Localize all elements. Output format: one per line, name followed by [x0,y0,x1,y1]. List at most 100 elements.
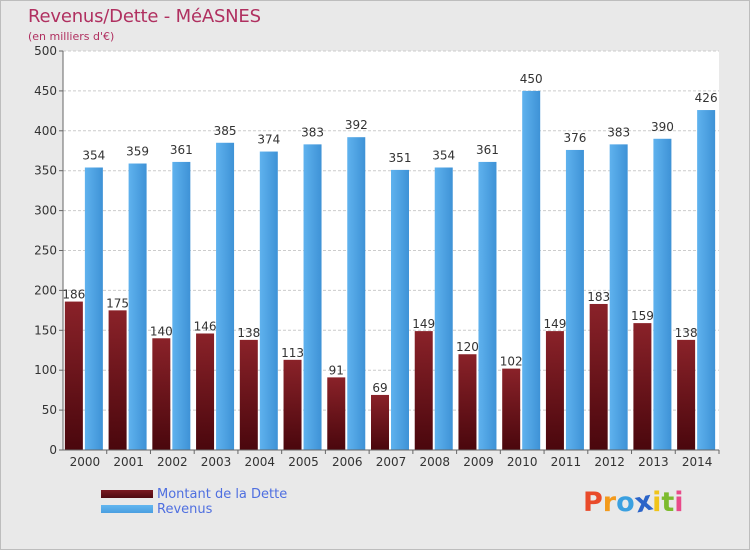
bar-revenue-2006 [347,137,366,450]
y-tick-label: 300 [34,204,57,218]
y-tick-label: 0 [49,443,57,457]
logo-letter: o [616,487,635,518]
chart-title: Revenus/Dette - MéASNES [28,6,261,27]
value-label-revenue-2014: 426 [695,91,718,105]
bar-revenue-2000 [84,167,103,450]
value-label-debt-2011: 149 [543,317,566,331]
bar-revenue-2009 [478,161,497,450]
value-label-revenue-2005: 383 [301,125,324,139]
bar-revenue-2004 [259,151,278,450]
value-label-revenue-2011: 376 [563,131,586,145]
value-label-revenue-2008: 354 [432,149,455,163]
bar-debt-2004 [239,339,258,450]
bar-revenue-2013 [653,138,672,450]
legend-label-revenue: Revenus [157,502,213,517]
bar-revenue-2005 [303,144,322,450]
bar-revenue-2014 [697,110,716,450]
value-label-revenue-2013: 390 [651,120,674,134]
bar-debt-2006 [327,377,346,450]
bar-revenue-2012 [609,144,628,450]
value-label-revenue-2003: 385 [214,124,237,138]
value-label-debt-2010: 102 [500,355,523,369]
x-tick-label-2009: 2009 [463,455,494,469]
x-tick-label-2001: 2001 [113,455,144,469]
value-label-revenue-2009: 361 [476,143,499,157]
value-label-debt-2002: 140 [150,324,173,338]
x-tick-label-2007: 2007 [376,455,407,469]
logo-letter: t [661,487,675,518]
value-label-debt-2012: 183 [587,290,610,304]
x-tick-label-2000: 2000 [70,455,101,469]
bar-debt-2002 [152,338,171,450]
x-tick-label-2010: 2010 [507,455,538,469]
y-tick-label: 250 [34,244,57,258]
bar-revenue-2011 [565,149,584,450]
y-tick-label: 450 [34,84,57,98]
axis-layer: 0 50 100 150 200 250 300 350 400 450 500 2000 2001 20… [34,44,720,469]
proxiti-logo: Proxiti [583,486,684,520]
bar-revenue-2008 [434,167,453,450]
bar-debt-2012 [589,303,608,450]
y-tick-label: 350 [34,164,57,178]
x-tick-label-2008: 2008 [419,455,450,469]
bar-debt-2010 [502,368,521,450]
x-tick-label-2002: 2002 [157,455,188,469]
value-label-revenue-2006: 392 [345,118,368,132]
bar-debt-2001 [108,310,127,450]
value-label-revenue-2001: 359 [126,145,149,159]
value-label-revenue-2010: 450 [520,72,543,86]
y-tick-label: 400 [34,124,57,138]
value-label-revenue-2007: 351 [389,151,412,165]
bar-debt-2011 [545,331,564,450]
value-label-debt-2008: 149 [412,317,435,331]
bar-debt-2007 [371,394,389,450]
value-label-revenue-2000: 354 [82,149,105,163]
x-tick-label-2011: 2011 [551,455,582,469]
value-label-debt-2001: 175 [106,296,129,310]
bar-revenue-2010 [522,90,541,451]
value-label-debt-2014: 138 [675,326,698,340]
value-label-debt-2006: 91 [329,363,344,377]
y-tick-label: 100 [34,363,57,377]
value-label-debt-2007: 69 [372,381,387,395]
bar-debt-2008 [414,331,433,450]
bar-debt-2005 [283,359,302,450]
y-tick-label: 500 [34,44,57,58]
bar-revenue-2007 [391,169,409,451]
legend-swatch-revenue [101,505,153,513]
legend-label-debt: Montant de la Dette [157,487,288,502]
value-label-debt-2000: 186 [62,288,85,302]
value-label-debt-2003: 146 [194,319,217,333]
value-label-debt-2009: 120 [456,340,479,354]
bar-debt-2009 [458,354,477,450]
value-label-debt-2004: 138 [237,326,260,340]
x-tick-label-2006: 2006 [332,455,363,469]
bar-debt-2014 [677,339,696,450]
bar-debt-2003 [196,333,215,450]
x-tick-label-2005: 2005 [288,455,319,469]
logo-letter: r [602,487,617,518]
y-tick-label: 200 [34,283,57,297]
value-label-debt-2005: 113 [281,346,304,360]
logo-letter: P [583,487,603,518]
bars-layer [64,90,716,451]
logo-letter: i [652,487,662,518]
bar-debt-2000 [64,301,83,450]
x-tick-label-2004: 2004 [245,455,276,469]
bar-revenue-2003 [216,142,235,450]
value-label-debt-2013: 159 [631,309,654,323]
chart-subtitle: (en milliers d'€) [28,30,115,43]
bar-revenue-2002 [172,161,191,450]
y-tick-label: 50 [42,403,57,417]
y-tick-label: 150 [34,323,57,337]
bar-debt-2013 [633,323,652,450]
labels-layer: 186 354 175 359 140 361 146 385 138 374 113 383 91 39… [62,72,717,395]
bar-revenue-2001 [128,163,147,450]
x-tick-label-2014: 2014 [682,455,713,469]
legend-swatch-debt [101,490,153,498]
value-label-revenue-2004: 374 [257,133,280,147]
x-tick-label-2003: 2003 [201,455,232,469]
value-label-revenue-2012: 383 [607,125,630,139]
